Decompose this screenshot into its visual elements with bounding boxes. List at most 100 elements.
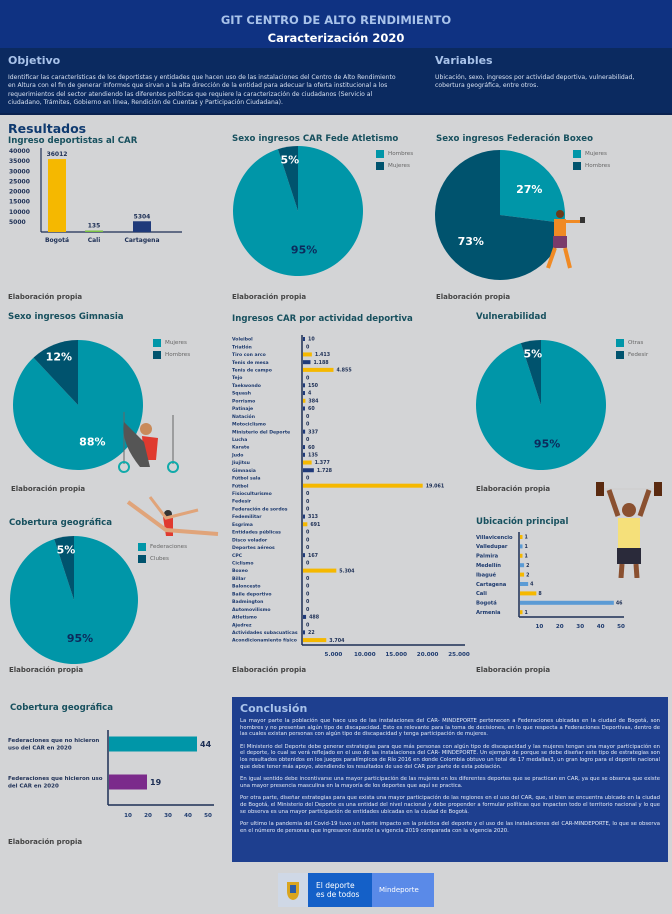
legend-swatch	[616, 351, 624, 359]
chart-legend: Mujeres Hombres	[153, 339, 190, 363]
bar-value-label: 0	[306, 607, 310, 613]
bar-value-label: 384	[308, 398, 319, 404]
bar-category-label: Valledupar	[476, 544, 508, 550]
pie-label: 88%	[79, 435, 105, 448]
bar-value-label: 1.377	[315, 460, 330, 466]
bar-value-label: 1	[525, 553, 528, 559]
bar-category-label: Ministerio del Deporte	[232, 429, 290, 435]
bar-category-label: Palmira	[476, 554, 499, 560]
bar-value-label: 2	[526, 563, 529, 569]
bar-value-label: 0	[306, 530, 310, 536]
bar-value-label: 8	[538, 591, 542, 597]
source-label: Elaboración propia	[232, 666, 307, 674]
bar-value-label: 691	[310, 522, 320, 528]
x-tick-label: 25.000	[448, 652, 470, 658]
legend-label: Mujeres	[388, 163, 410, 169]
pie-label: 5%	[281, 154, 300, 167]
coat-of-arms-icon	[278, 873, 308, 907]
bar-value-label: 0	[306, 599, 310, 605]
pie-svg: 95% 5%	[476, 340, 606, 470]
bar-value-label: 0	[306, 414, 310, 420]
bar-category-label: CPC	[232, 553, 243, 559]
resultados-title: Resultados	[8, 121, 87, 136]
pie-label: 95%	[67, 632, 93, 645]
bar-value-label: 0	[306, 499, 310, 505]
bar-category-label: Billar	[232, 576, 246, 582]
bar-value-label: 0	[306, 576, 310, 582]
bar-category-label: Baile deportivo	[232, 591, 272, 597]
bar	[520, 535, 523, 539]
bar-value-label: 0	[306, 344, 310, 350]
chart-title: Vulnerabilidad	[476, 312, 547, 322]
chart-title: Cobertura geográfica	[10, 703, 114, 713]
chart-title: Sexo ingresos Federación Boxeo	[436, 134, 594, 144]
pie-svg: 88% 12%	[12, 340, 143, 470]
chart-title: Ubicación principal	[476, 517, 569, 527]
bar-category-label: Karate	[232, 445, 249, 451]
boxer-illustration	[546, 210, 585, 269]
bar-category-label: Cali	[476, 591, 487, 597]
legend-swatch	[616, 339, 624, 347]
pie-slice-federaciones	[9, 536, 138, 664]
bar	[520, 544, 523, 549]
bar-category-label: Disco volador	[232, 537, 268, 543]
x-tick-label: 40	[597, 624, 605, 630]
legend-item: Federaciones	[138, 543, 187, 551]
bar-bogotá	[48, 159, 66, 232]
bar-category-label: Bogotá	[476, 600, 497, 607]
chart-sexo-gimnasia: Sexo ingresos Gimnasia 88% 12% Mujeres Hombr…	[0, 312, 230, 482]
chart-title: Ingresos CAR por actividad deportiva	[232, 314, 413, 324]
bar-category-label: Patinaje	[232, 406, 253, 412]
x-tick-label: 5.000	[325, 652, 343, 658]
bar-value-label: 3.704	[329, 638, 345, 644]
bar-category-label: Voleibol	[232, 337, 253, 343]
bar	[303, 483, 423, 488]
bar-category-label: Tejo	[232, 375, 242, 381]
pie-slice-fedesir	[520, 340, 541, 405]
source-label: Elaboración propia	[8, 293, 83, 301]
pie-slice-hombres	[435, 150, 565, 280]
bar-category-label: Actividades subacuaticas	[232, 630, 298, 636]
bar	[109, 736, 197, 752]
legend-item: Mujeres	[573, 150, 610, 158]
x-tick-label: 10	[124, 813, 132, 818]
legend-item: Mujeres	[376, 162, 413, 170]
gymnasts-illustration	[118, 412, 219, 536]
x-tick-label: 50	[204, 813, 212, 818]
bar-category-label: Ciclismo	[232, 560, 254, 566]
objetivo-text: Identificar las características de los d…	[8, 74, 396, 107]
bar-category-label: Judo	[231, 452, 243, 458]
conclusion-panel: Conclusión La mayor parte la población q…	[232, 697, 668, 862]
y-tick-label: 15000	[9, 199, 30, 206]
bar-value-label: 46	[616, 600, 623, 606]
bar-value-label: 0	[306, 537, 310, 543]
bar	[303, 367, 334, 372]
bar-category-label: Fútbol	[232, 482, 249, 489]
bar-category-label: Fedesir	[232, 499, 252, 505]
chart-legend: Otras Fedesir	[616, 339, 648, 363]
bar-value-label: 0	[306, 422, 310, 428]
bar-value-label: 1	[525, 544, 528, 550]
bar-value-label: 0	[306, 591, 310, 597]
footer-brand: Mindeporte	[372, 873, 434, 907]
bar-category-label: Jiujitsu	[231, 460, 250, 466]
y-tick-label: 40000	[9, 148, 30, 155]
conclusion-paragraph: Por otra parte, diseñar estrategias para…	[240, 795, 660, 815]
bar-value-label: 337	[308, 429, 318, 435]
x-tick-label: Bogotá	[45, 237, 69, 244]
bar-category-label: Porrismo	[232, 398, 255, 404]
bar-value-label: 1	[525, 535, 528, 541]
header-subtitle: Caracterización 2020	[267, 31, 405, 45]
legend-label: Mujeres	[585, 151, 607, 157]
bar-value-label: 150	[308, 383, 319, 389]
bar-category-label: Tenis de mesa	[232, 360, 269, 366]
bar-cali	[85, 230, 103, 232]
bar-category-label: Lucha	[232, 437, 247, 443]
x-tick-label: 20	[556, 624, 564, 630]
bar	[520, 600, 614, 605]
bar-value-label: 19	[150, 778, 162, 787]
source-label: Elaboración propia	[9, 666, 84, 674]
bar	[303, 630, 305, 635]
bar-value-label: 135	[308, 452, 318, 458]
bar-category-label: Deportes aéreos	[232, 544, 275, 551]
